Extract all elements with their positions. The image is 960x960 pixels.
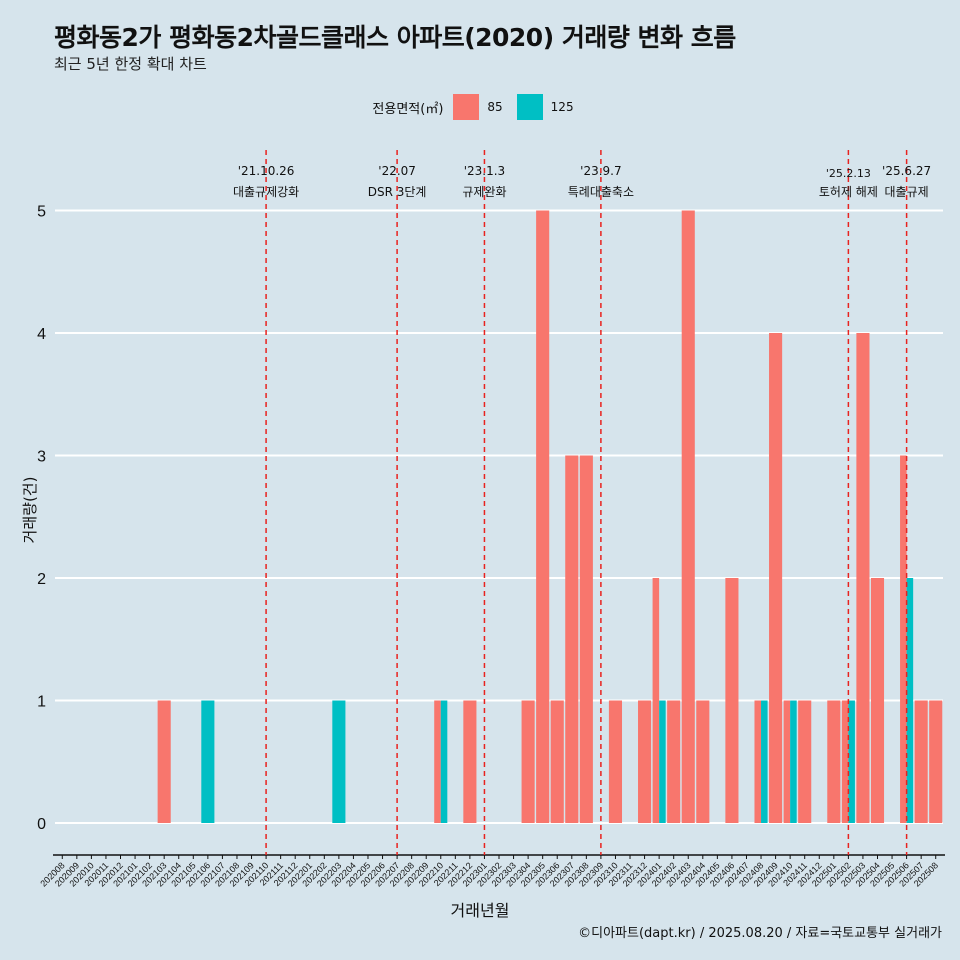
chart-subtitle: 최근 5년 한정 확대 차트 <box>54 55 207 73</box>
event-date-label: '23.1.3 <box>464 164 505 178</box>
y-tick-label: 5 <box>37 204 46 221</box>
bar-85-202310 <box>608 700 623 823</box>
event-date-label: '21.10.26 <box>238 164 295 178</box>
bar-85-202304 <box>521 700 535 823</box>
bar-85-202501 <box>827 700 841 823</box>
bar-85-202402 <box>667 700 681 823</box>
bar-125-202502 <box>848 700 855 823</box>
bar-125-202203 <box>332 700 346 823</box>
bar-85-202504 <box>870 578 885 823</box>
bar-85-202404 <box>696 700 710 823</box>
x-axis-label: 거래년월 <box>450 901 510 920</box>
event-name-label: 대출규제강화 <box>233 185 299 199</box>
bar-85-202506 <box>900 455 907 823</box>
legend-key-125 <box>516 94 543 120</box>
bar-85-202307 <box>565 455 579 823</box>
event-name-label: 특례대출축소 <box>568 185 634 199</box>
event-name-label: DSR 3단계 <box>368 185 427 199</box>
event-date-label: '22.07 <box>378 164 416 178</box>
bar-85-202503 <box>856 333 870 823</box>
bar-85-202401 <box>652 578 660 823</box>
legend-label-85: 85 <box>487 100 503 114</box>
legend-key-85 <box>453 94 480 120</box>
event-name-label: 대출규제 <box>885 185 929 199</box>
bar-85-202305 <box>536 210 550 823</box>
y-tick-label: 2 <box>37 571 46 588</box>
bar-85-202210 <box>434 700 441 823</box>
bar-85-202411 <box>798 700 812 823</box>
y-axis-label: 거래량(건) <box>20 476 39 544</box>
event-date-label: '23.9.7 <box>580 164 621 178</box>
bar-85-202103 <box>157 700 171 823</box>
event-name-label: 규제완화 <box>462 185 506 199</box>
bar-85-202507 <box>914 700 928 823</box>
bar-85-202502 <box>841 700 849 823</box>
bar-85-202312 <box>638 700 652 823</box>
source-caption: ©디아파트(dapt.kr) / 2025.08.20 / 자료=국토교통부 실… <box>578 926 942 941</box>
legend-label-125: 125 <box>550 100 574 114</box>
bar-85-202410 <box>783 700 791 823</box>
bar-85-202406 <box>725 578 739 823</box>
event-name-label: 토허제 해제 <box>819 185 878 199</box>
event-date-label: '25.2.13 <box>826 167 871 180</box>
bar-85-202308 <box>579 455 593 823</box>
y-tick-label: 4 <box>37 326 46 343</box>
bar-125-202106 <box>201 700 215 823</box>
y-tick-label: 1 <box>37 694 46 711</box>
event-date-label: '25.6.27 <box>882 164 931 178</box>
y-tick-label: 3 <box>37 449 46 466</box>
bar-85-202212 <box>463 700 477 823</box>
bar-85-202403 <box>681 210 695 823</box>
y-tick-label: 0 <box>37 816 46 833</box>
bar-85-202409 <box>769 333 783 823</box>
chart-title: 평화동2가 평화동2차골드클래스 아파트(2020) 거래량 변화 흐름 <box>54 23 736 52</box>
bar-85-202508 <box>929 700 943 823</box>
bar-125-202401 <box>659 700 666 823</box>
bar-125-202506 <box>906 578 914 823</box>
bar-125-202210 <box>440 700 448 823</box>
bar-125-202410 <box>790 700 797 823</box>
bar-85-202306 <box>550 700 564 823</box>
bar-85-202408 <box>754 700 762 823</box>
legend: 전용면적(㎡) 85 125 <box>0 94 960 120</box>
legend-title: 전용면적(㎡) <box>372 101 444 117</box>
bar-125-202408 <box>761 700 768 823</box>
